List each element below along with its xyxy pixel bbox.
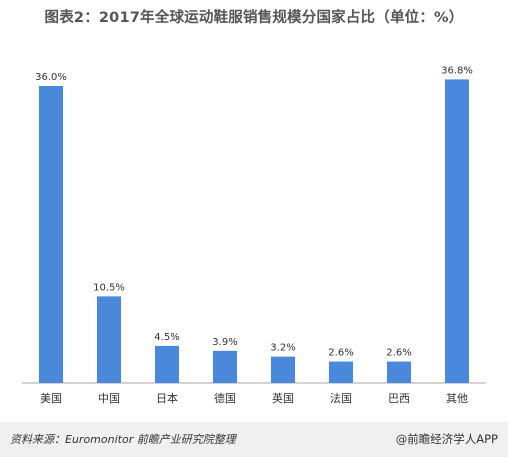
x-tick-label: 其他: [446, 392, 468, 405]
data-label: 3.9%: [212, 337, 237, 348]
x-tick-label: 英国: [272, 391, 294, 405]
x-tick-label: 日本: [156, 391, 178, 405]
bar: [445, 79, 469, 384]
x-tick-label: 法国: [330, 391, 352, 405]
brand-text: @前瞻经济学人APP: [395, 432, 498, 446]
bar: [329, 361, 353, 383]
bar: [39, 86, 63, 383]
x-tick-label: 美国: [40, 392, 62, 405]
data-label: 3.2%: [270, 343, 295, 354]
bar: [213, 350, 237, 383]
data-label: 4.5%: [154, 332, 179, 343]
bar: [97, 296, 121, 383]
chart-title: 图表2：2017年全球运动鞋服销售规模分国家占比（单位：%）: [44, 10, 464, 26]
bar-chart: 36.0% 美国 10.5% 中国 4.5% 日本 3.9% 德国 3.2% 英国 2.6% 法国 2.…: [22, 65, 486, 405]
footer: 资料来源：Euromonitor 前瞻产业研究院整理 @前瞻经济学人APP: [0, 422, 508, 457]
x-tick-label: 德国: [214, 391, 236, 405]
x-tick-label: 巴西: [388, 392, 410, 405]
data-label: 36.8%: [441, 65, 473, 76]
bar: [155, 345, 179, 383]
x-tick-label: 中国: [98, 392, 120, 405]
bar: [387, 361, 411, 383]
data-label: 2.6%: [386, 348, 411, 359]
data-label: 2.6%: [328, 348, 353, 359]
data-label: 10.5%: [93, 282, 125, 293]
data-label: 36.0%: [35, 72, 67, 83]
bar: [271, 356, 295, 383]
source-text: 资料来源：Euromonitor 前瞻产业研究院整理: [10, 433, 236, 446]
